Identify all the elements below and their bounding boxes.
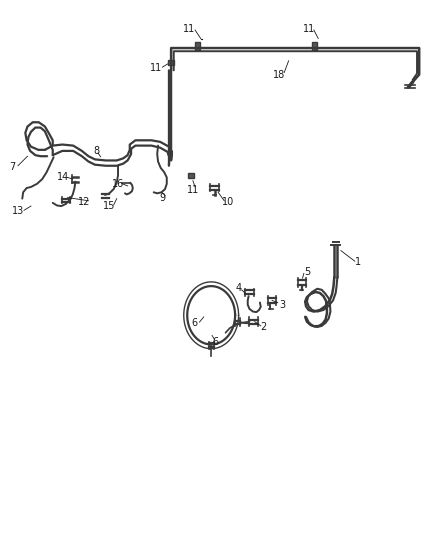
Text: 3: 3: [279, 300, 285, 310]
Text: 9: 9: [159, 192, 166, 203]
Text: 11: 11: [303, 24, 315, 34]
Text: 4: 4: [236, 282, 242, 293]
Text: 8: 8: [93, 146, 99, 156]
FancyBboxPatch shape: [168, 60, 174, 65]
FancyBboxPatch shape: [187, 173, 194, 179]
Text: 11: 11: [183, 24, 195, 34]
FancyBboxPatch shape: [194, 42, 200, 50]
Text: 10: 10: [223, 197, 235, 207]
Text: 13: 13: [12, 206, 24, 216]
Text: 5: 5: [304, 267, 310, 277]
Text: 14: 14: [57, 172, 69, 182]
Text: 15: 15: [103, 201, 116, 211]
Text: 2: 2: [260, 322, 266, 333]
Text: 7: 7: [9, 162, 15, 172]
Text: 16: 16: [112, 179, 124, 189]
Text: 18: 18: [273, 70, 285, 79]
Text: 6: 6: [212, 337, 219, 347]
Text: 11: 11: [187, 184, 199, 195]
Text: 6: 6: [191, 318, 198, 328]
Text: 1: 1: [355, 257, 361, 267]
FancyBboxPatch shape: [312, 42, 318, 50]
Text: 12: 12: [78, 197, 90, 207]
Text: 11: 11: [150, 63, 162, 72]
